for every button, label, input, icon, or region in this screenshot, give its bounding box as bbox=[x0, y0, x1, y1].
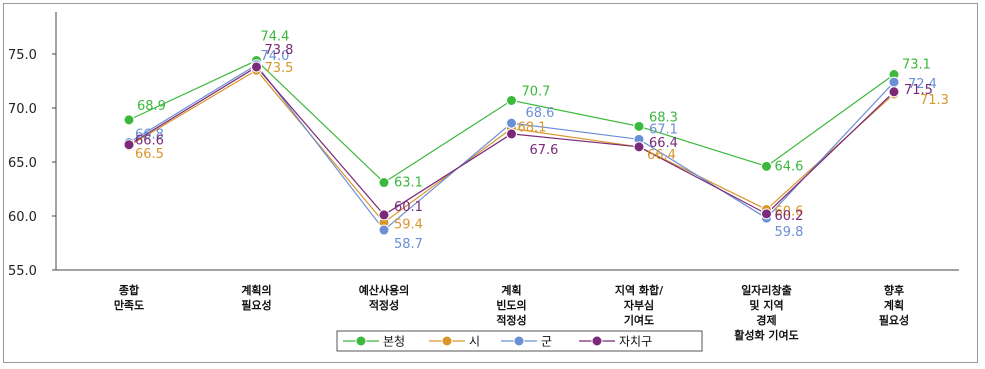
data-label: 66.5 bbox=[135, 147, 164, 162]
data-label: 68.9 bbox=[137, 99, 166, 114]
data-label: 70.7 bbox=[522, 84, 551, 99]
data-point bbox=[506, 128, 517, 140]
data-label: 64.6 bbox=[775, 159, 804, 174]
data-point bbox=[633, 141, 645, 153]
legend-label: 시 bbox=[469, 335, 480, 349]
x-category-label: 지역 화합/자부심 기여도 bbox=[615, 283, 664, 327]
data-point bbox=[888, 76, 900, 88]
data-label: 59.8 bbox=[775, 225, 804, 240]
data-point bbox=[761, 208, 772, 220]
y-tick-label: 75.0 bbox=[8, 48, 37, 63]
data-point bbox=[378, 224, 390, 236]
legend-item: 시 bbox=[429, 335, 480, 349]
y-tick-label: 70.0 bbox=[8, 102, 37, 117]
axes bbox=[52, 12, 959, 271]
data-label: 68.3 bbox=[649, 110, 678, 125]
data-label: 66.4 bbox=[649, 136, 678, 151]
data-label: 66.8 bbox=[135, 128, 164, 143]
x-category-label: 향후 계획 필요성 bbox=[879, 283, 909, 327]
data-point bbox=[761, 160, 772, 172]
data-label: 63.1 bbox=[394, 176, 423, 191]
data-label: 72.4 bbox=[908, 77, 937, 92]
data-label: 74.0 bbox=[261, 49, 290, 64]
data-label: 60.1 bbox=[394, 200, 423, 215]
data-label: 66.6 bbox=[135, 134, 164, 149]
data-point bbox=[123, 139, 135, 151]
data-label: 71.5 bbox=[904, 83, 933, 98]
data-labels: 68.9 74.4 63.1 70.7 68.3 64.6 73.1 66.5 73.5 59.4… bbox=[135, 29, 949, 252]
data-label: 59.4 bbox=[394, 217, 423, 232]
legend: 본청 시 군 자치구 bbox=[336, 330, 703, 352]
series-line bbox=[128, 69, 895, 224]
data-point bbox=[633, 120, 645, 132]
x-category-label: 예산사용의 적정성 bbox=[359, 283, 410, 312]
legend-item: 자치구 bbox=[579, 335, 652, 349]
data-label: 74.4 bbox=[261, 29, 290, 44]
data-label: 60.2 bbox=[775, 209, 804, 224]
y-tick-label: 55.0 bbox=[8, 264, 37, 279]
data-label: 58.7 bbox=[394, 237, 423, 252]
data-point bbox=[123, 114, 135, 126]
data-point bbox=[888, 86, 900, 98]
legend-label: 군 bbox=[541, 335, 552, 349]
series-line bbox=[128, 66, 895, 216]
y-tick-labels: 75.0 70.0 65.0 60.0 55.0 bbox=[8, 48, 37, 279]
data-point bbox=[506, 117, 517, 129]
legend-marker bbox=[591, 335, 603, 347]
data-label: 67.6 bbox=[530, 143, 559, 158]
data-label: 60.6 bbox=[775, 205, 804, 220]
data-label: 73.1 bbox=[902, 58, 931, 73]
x-category-label: 계획의 필요성 bbox=[241, 283, 271, 312]
data-label: 71.3 bbox=[920, 93, 949, 108]
legend-marker bbox=[441, 335, 453, 347]
data-point bbox=[378, 209, 390, 221]
data-point bbox=[251, 61, 262, 73]
line-chart: 75.0 70.0 65.0 60.0 55.0 종합 만족도 계획의 필요성 예산사용의 적정성… bbox=[8, 12, 959, 352]
data-label: 73.5 bbox=[265, 61, 294, 76]
x-category-label: 일자리창출 및 지역 경제 활성화 기여도 bbox=[734, 283, 799, 342]
legend-label: 자치구 bbox=[619, 335, 652, 349]
legend-item: 군 bbox=[501, 335, 552, 349]
chart-frame: 75.0 70.0 65.0 60.0 55.0 종합 만족도 계획의 필요성 예산사용의 적정성… bbox=[3, 3, 978, 363]
data-point bbox=[378, 177, 390, 189]
y-tick-label: 65.0 bbox=[8, 156, 37, 171]
data-label: 67.1 bbox=[649, 122, 678, 137]
y-tick-label: 60.0 bbox=[8, 210, 37, 225]
legend-item: 본청 bbox=[343, 335, 405, 349]
x-category-labels: 종합 만족도 계획의 필요성 예산사용의 적정성 계획 빈도의 적정성 지역 화합/자부심 기여도 일… bbox=[114, 283, 909, 342]
data-label: 73.8 bbox=[265, 43, 294, 58]
legend-label: 본청 bbox=[383, 335, 405, 349]
legend-marker bbox=[513, 335, 525, 347]
series-points bbox=[123, 54, 900, 236]
data-label: 68.6 bbox=[526, 106, 555, 121]
legend-marker bbox=[355, 335, 367, 347]
data-point bbox=[506, 94, 517, 106]
data-label: 68.1 bbox=[518, 121, 547, 136]
x-category-label: 종합 만족도 bbox=[114, 283, 144, 312]
x-category-label: 계획 빈도의 적정성 bbox=[496, 283, 526, 327]
data-label: 66.4 bbox=[647, 148, 676, 163]
